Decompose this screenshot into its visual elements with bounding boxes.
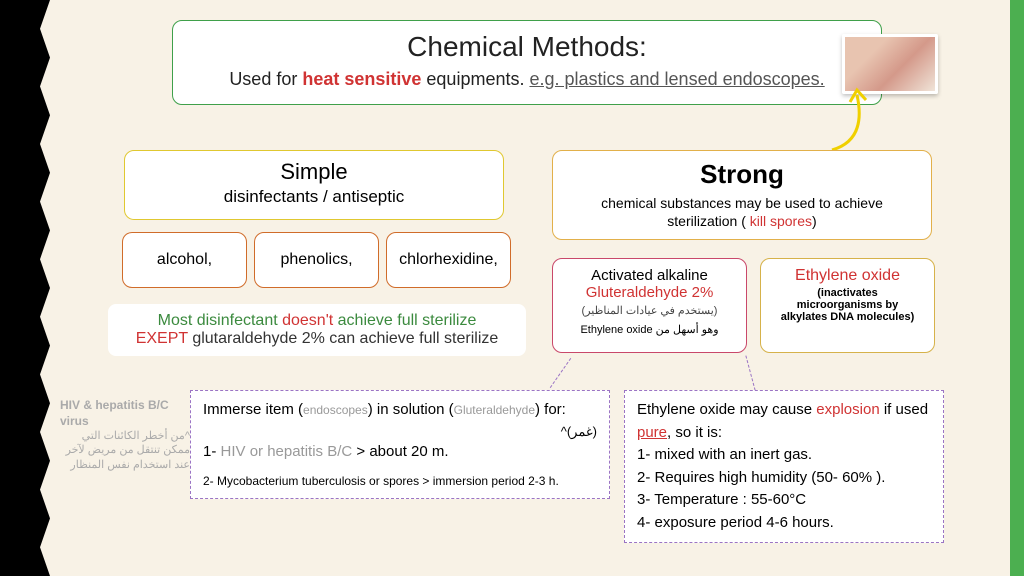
simple-category-box: Simple disinfectants / antiseptic [124, 150, 504, 220]
example-text: e.g. plastics and lensed endoscopes. [529, 69, 824, 89]
strong-category-box: Strong chemical substances may be used t… [552, 150, 932, 240]
header-subtitle: Used for heat sensitive equipments. e.g.… [191, 69, 863, 90]
left-wave-decor [0, 0, 50, 576]
simple-subtitle: disinfectants / antiseptic [137, 187, 491, 207]
ethylene-oxide-box: Ethylene oxide (inactivates microorganis… [760, 258, 935, 353]
slide-canvas: Chemical Methods: Used for heat sensitiv… [60, 20, 1000, 560]
glutaraldehyde-box: Activated alkaline Gluteraldehyde 2% (يس… [552, 258, 747, 353]
right-green-bar [1010, 0, 1024, 576]
strong-subtitle: chemical substances may be used to achie… [565, 194, 919, 230]
simple-title: Simple [137, 159, 491, 185]
disinfectant-note: Most disinfectant doesn't achieve full s… [108, 304, 526, 356]
endoscope-thumbnail [842, 34, 938, 94]
chip-alcohol: alcohol, [122, 232, 247, 288]
chip-chlorhexidine: chlorhexidine, [386, 232, 511, 288]
page-title: Chemical Methods: [191, 31, 863, 63]
glutaraldehyde-details: Immerse item (endoscopes) in solution (G… [190, 390, 610, 499]
connector-line [550, 358, 571, 388]
ethylene-oxide-details: Ethylene oxide may cause explosion if us… [624, 390, 944, 543]
header-box: Chemical Methods: Used for heat sensitiv… [172, 20, 882, 105]
chip-phenolics: phenolics, [254, 232, 379, 288]
connector-line [745, 355, 755, 390]
heat-sensitive-text: heat sensitive [302, 69, 421, 89]
hiv-side-note: HIV & hepatitis B/C virus ^من أخطر الكائ… [60, 398, 190, 472]
strong-title: Strong [565, 159, 919, 190]
